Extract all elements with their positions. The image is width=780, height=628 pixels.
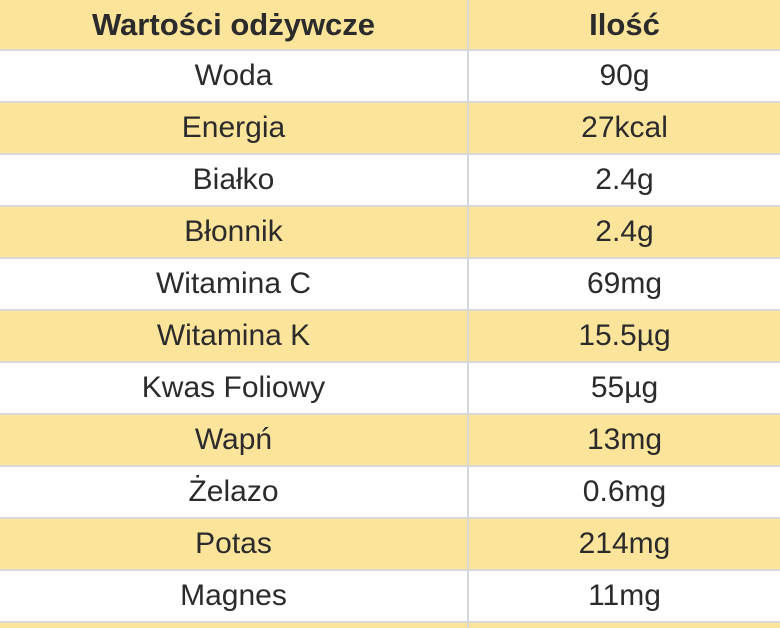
table-row: Białko 2.4g	[0, 153, 780, 207]
nutrient-value-cell: 15.5µg	[467, 309, 780, 363]
nutrient-name-cell: Woda	[0, 49, 469, 103]
nutrient-name-cell: Białko	[0, 153, 469, 207]
nutrient-value-cell: 0.6mg	[467, 465, 780, 519]
nutrient-name-cell: Błonnik	[0, 205, 469, 259]
nutrient-name-cell: Witamina K	[0, 309, 469, 363]
table-row: Witamina K 15.5µg	[0, 309, 780, 363]
table-row: Witamina C 69mg	[0, 257, 780, 311]
nutrient-name-cell: Magnes	[0, 569, 469, 623]
table-body: Woda 90g Energia 27kcal Białko 2.4g Błon…	[0, 49, 780, 628]
nutrient-name-cell: Witamina C	[0, 257, 469, 311]
nutrient-value-cell: 55µg	[467, 361, 780, 415]
table-row: Błonnik 2.4g	[0, 205, 780, 259]
nutrient-name-cell: Wapń	[0, 413, 469, 467]
nutrient-value-cell: 13mg	[467, 413, 780, 467]
table-row: Kwas Foliowy 55µg	[0, 361, 780, 415]
table-row: Żelazo 0.6mg	[0, 465, 780, 519]
nutrient-value-cell: 2.4g	[467, 153, 780, 207]
table-row: Energia 27kcal	[0, 101, 780, 155]
nutrient-name-cell: Żelazo	[0, 465, 469, 519]
nutrient-value-cell: 27kcal	[467, 101, 780, 155]
nutrient-name-cell: Kwas Foliowy	[0, 361, 469, 415]
nutrient-name-cell: Potas	[0, 517, 469, 571]
table-row: Wapń 13mg	[0, 413, 780, 467]
nutrient-value-cell	[467, 621, 780, 628]
nutrient-value-cell: 90g	[467, 49, 780, 103]
nutrient-value-cell: 2.4g	[467, 205, 780, 259]
table-header: Wartości odżywcze Ilość	[0, 0, 780, 51]
table-row: Magnes 11mg	[0, 569, 780, 623]
nutrient-value-cell: 69mg	[467, 257, 780, 311]
column-header-nutrients: Wartości odżywcze	[0, 0, 469, 51]
nutrient-name-cell	[0, 621, 469, 628]
nutrient-value-cell: 214mg	[467, 517, 780, 571]
table-row-partial	[0, 621, 780, 628]
header-row: Wartości odżywcze Ilość	[0, 0, 780, 51]
nutrient-value-cell: 11mg	[467, 569, 780, 623]
nutrient-name-cell: Energia	[0, 101, 469, 155]
column-header-amount: Ilość	[467, 0, 780, 51]
table-row: Woda 90g	[0, 49, 780, 103]
table-row: Potas 214mg	[0, 517, 780, 571]
